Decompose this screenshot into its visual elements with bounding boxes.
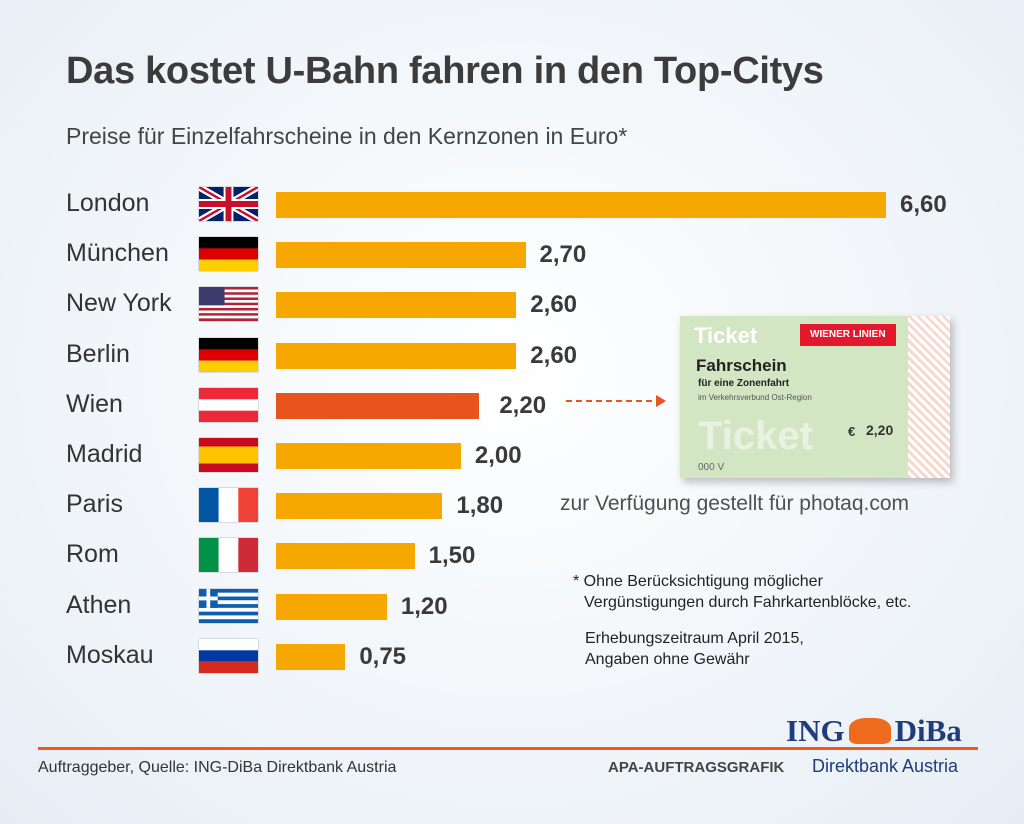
- ticket-word: Ticket: [694, 323, 758, 348]
- value-label: 2,60: [530, 291, 578, 319]
- ticket-number: 000 V: [698, 462, 725, 473]
- value-label: 6,60: [900, 191, 947, 218]
- value-label: 2,70: [539, 241, 587, 269]
- flag-gr-icon: [199, 588, 258, 623]
- bar-row-münchen: München 2,70: [0, 235, 1024, 275]
- ticket-line3: im Verkehrsverbund Ost-Region: [698, 393, 812, 402]
- category-label: Moskau: [66, 640, 154, 669]
- bar-row-london: London 6,60: [0, 185, 1024, 225]
- ing-diba-logo: ING DiBa: [786, 713, 962, 749]
- flag-es-icon: [199, 438, 258, 472]
- bar: [276, 443, 461, 469]
- watermark-text: zur Verfügung gestellt für photaq.com: [560, 492, 910, 515]
- value-label: 0,75: [359, 642, 407, 670]
- flag-de-icon: [199, 337, 258, 372]
- chart-title: Das kostet U-Bahn fahren in den Top-City…: [66, 50, 824, 92]
- bar-row-athen: Athen 1,20: [0, 587, 1024, 627]
- bar-row-new-york: New York 2,60: [0, 285, 1024, 325]
- value-label: 1,20: [400, 592, 448, 620]
- category-label: Rom: [66, 540, 119, 569]
- ticket-title: Fahrschein: [696, 356, 787, 375]
- logo-ing: ING: [786, 713, 845, 748]
- flag-ru-icon: [199, 638, 258, 673]
- arrow-head-icon: [656, 395, 666, 407]
- dashed-arrow: [566, 400, 662, 402]
- ticket-price: 2,20: [866, 422, 894, 438]
- ticket-image: Ticket Ticket WIENER LINIEN Fahrschein f…: [680, 316, 950, 478]
- flag-it-icon: [199, 538, 258, 573]
- footnote: * Ohne Berücksichtigung möglicher Vergün…: [573, 571, 911, 613]
- bar-row-rom: Rom 1,50: [0, 536, 1024, 576]
- category-label: Athen: [66, 590, 132, 619]
- period-line1: Erhebungszeitraum April 2015,: [585, 630, 804, 647]
- category-label: Madrid: [66, 440, 143, 468]
- source-text: Auftraggeber, Quelle: ING-DiBa Direktban…: [38, 759, 397, 776]
- flag-us-icon: [199, 287, 258, 322]
- bar-row-paris: Paris 1,80: [0, 486, 1024, 526]
- logo-diba: DiBa: [894, 713, 962, 748]
- ticket-line2: für eine Zonenfahrt: [698, 378, 790, 389]
- ticket-stripe: [908, 316, 950, 478]
- bar: [276, 192, 886, 218]
- bar: [276, 392, 480, 419]
- bar: [276, 292, 517, 319]
- bar: [276, 493, 443, 520]
- ticket-currency: €: [848, 424, 856, 439]
- flag-fr-icon: [199, 488, 258, 523]
- flag-at-icon: [199, 387, 258, 422]
- period-line2: Angaben ohne Gewähr: [585, 651, 750, 668]
- bar-row-moskau: Moskau 0,75: [0, 637, 1024, 677]
- bar-row-berlin: Berlin 2,60: [0, 336, 1024, 376]
- category-label: Paris: [66, 490, 123, 519]
- bar: [276, 593, 387, 620]
- ticket-watermark: Ticket: [698, 414, 813, 458]
- bar-row-wien: Wien 2,20: [0, 386, 1024, 426]
- footnote-line1: * Ohne Berücksichtigung möglicher: [573, 573, 823, 590]
- category-label: Berlin: [66, 339, 130, 368]
- footer-divider: [38, 747, 978, 750]
- direktbank-label: Direktbank Austria: [812, 756, 959, 776]
- bar-row-madrid: Madrid 2,00: [0, 436, 1024, 476]
- value-label: 2,20: [499, 391, 547, 419]
- flag-uk-icon: [199, 187, 258, 221]
- bar: [276, 342, 517, 369]
- category-label: London: [66, 189, 150, 217]
- value-label: 1,80: [456, 492, 504, 520]
- flag-de-icon: [199, 237, 258, 272]
- category-label: Wien: [66, 389, 123, 418]
- apa-label: APA-AUFTRAGSGRAFIK: [608, 759, 785, 776]
- footnote-line2: Vergünstigungen durch Fahrkartenblöcke, …: [584, 594, 912, 611]
- category-label: München: [66, 239, 169, 268]
- bar: [276, 643, 346, 670]
- lion-icon: [848, 718, 891, 744]
- period-note: Erhebungszeitraum April 2015, Angaben oh…: [585, 628, 804, 670]
- value-label: 2,00: [474, 442, 522, 469]
- wiener-linien-logo: WIENER LINIEN: [800, 324, 896, 346]
- bar: [276, 543, 415, 570]
- value-label: 1,50: [428, 542, 476, 570]
- category-label: New York: [66, 289, 172, 318]
- value-label: 2,60: [530, 341, 578, 369]
- bar: [276, 242, 526, 269]
- chart-subtitle: Preise für Einzelfahrscheine in den Kern…: [66, 123, 628, 149]
